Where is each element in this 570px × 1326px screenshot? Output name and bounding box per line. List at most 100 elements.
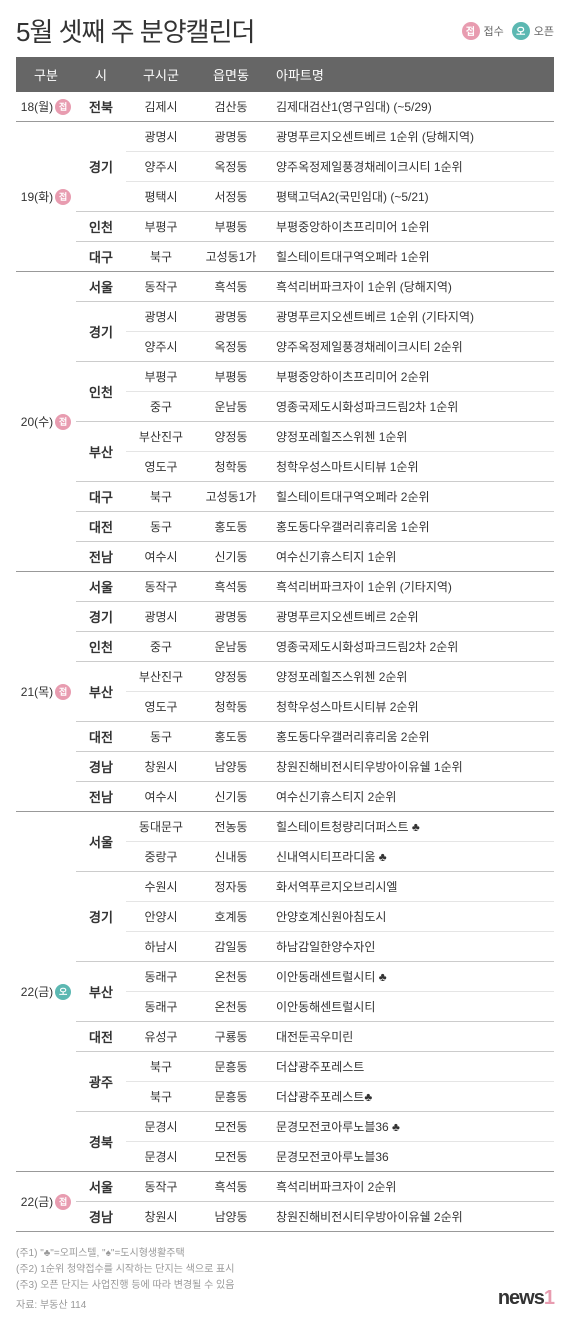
table-row: 문경시모전동문경모전코아루노블36 xyxy=(126,1142,554,1171)
date-group: 22(금)오서울동대문구전농동힐스테이트청량리더퍼스트 ♣중랑구신내동신내역시티… xyxy=(16,812,554,1172)
col-si: 시 xyxy=(76,65,126,84)
si-cell: 전남 xyxy=(76,782,126,811)
dong-cell: 광명동 xyxy=(196,122,266,151)
table-row: 양주시옥정동양주옥정제일풍경채레이크시티 2순위 xyxy=(126,332,554,361)
gu-cell: 중구 xyxy=(126,632,196,661)
apt-cell: 문경모전코아루노블36 xyxy=(266,1142,554,1171)
dong-cell: 검산동 xyxy=(196,92,266,121)
gu-groups: 광명시광명동광명푸르지오센트베르 2순위 xyxy=(126,602,554,631)
gu-cell: 중구 xyxy=(126,392,196,421)
si-cell: 부산 xyxy=(76,962,126,1021)
table-row: 북구고성동1가힐스테이트대구역오페라 2순위 xyxy=(126,482,554,511)
gu-groups: 동작구흑석동흑석리버파크자이 2순위 xyxy=(126,1172,554,1201)
gu-cell: 북구 xyxy=(126,1082,196,1111)
table-row: 부평구부평동부평중앙하이츠프리미어 2순위 xyxy=(126,362,554,392)
table-header: 구분 시 구시군 읍면동 아파트명 xyxy=(16,57,554,92)
gu-cell: 하남시 xyxy=(126,932,196,961)
legend-open: 오 오픈 xyxy=(512,22,554,40)
si-group: 전남여수시신기동여수신기휴스티지 1순위 xyxy=(76,542,554,571)
si-cell: 서울 xyxy=(76,1172,126,1201)
gu-cell: 동작구 xyxy=(126,1172,196,1201)
rows-wrap: 22(금)접서울동작구흑석동흑석리버파크자이 2순위경남창원시남양동창원진해비전… xyxy=(16,1172,554,1231)
si-cell: 대전 xyxy=(76,722,126,751)
dong-cell: 전농동 xyxy=(196,812,266,841)
gu-groups: 북구문흥동더샵광주포레스트북구문흥동더샵광주포레스트♣ xyxy=(126,1052,554,1111)
apt-cell: 부평중앙하이츠프리미어 2순위 xyxy=(266,362,554,391)
si-group: 전북김제시검산동김제대검산1(영구임대) (~5/29) xyxy=(76,92,554,121)
table-row: 동작구흑석동흑석리버파크자이 1순위 (당해지역) xyxy=(126,272,554,301)
gu-cell: 북구 xyxy=(126,242,196,271)
si-cell: 인천 xyxy=(76,632,126,661)
gu-groups: 북구고성동1가힐스테이트대구역오페라 2순위 xyxy=(126,482,554,511)
legend: 접 접수 오 오픈 xyxy=(462,22,555,40)
si-groups: 서울동작구흑석동흑석리버파크자이 2순위경남창원시남양동창원진해비전시티우방아이… xyxy=(76,1172,554,1231)
apt-cell: 여수신기휴스티지 1순위 xyxy=(266,542,554,571)
dong-cell: 청학동 xyxy=(196,692,266,721)
apt-cell: 양정포레힐즈스위첸 2순위 xyxy=(266,662,554,691)
type-badge: 접 xyxy=(55,684,71,700)
gu-groups: 문경시모전동문경모전코아루노블36 ♣문경시모전동문경모전코아루노블36 xyxy=(126,1112,554,1171)
si-group: 경기수원시정자동화서역푸르지오브리시엘안양시호계동안양호계신원아침도시하남시감일… xyxy=(76,872,554,962)
gu-cell: 부산진구 xyxy=(126,662,196,691)
source: 자료: 부동산 114 xyxy=(16,1298,234,1314)
date-cell: 19(화)접 xyxy=(16,122,76,271)
gu-groups: 창원시남양동창원진해비전시티우방아이유쉘 1순위 xyxy=(126,752,554,781)
gu-groups: 여수시신기동여수신기휴스티지 2순위 xyxy=(126,782,554,811)
dong-cell: 고성동1가 xyxy=(196,242,266,271)
si-cell: 부산 xyxy=(76,422,126,481)
si-cell: 서울 xyxy=(76,572,126,601)
gu-cell: 부평구 xyxy=(126,212,196,241)
si-cell: 경남 xyxy=(76,1202,126,1231)
si-group: 경기광명시광명동광명푸르지오센트베르 2순위 xyxy=(76,602,554,632)
gu-cell: 양주시 xyxy=(126,152,196,181)
dong-cell: 온천동 xyxy=(196,992,266,1021)
gu-groups: 동래구온천동이안동래센트럴시티 ♣동래구온천동이안동해센트럴시티 xyxy=(126,962,554,1021)
logo-one: 1 xyxy=(544,1287,554,1309)
date-group: 20(수)접서울동작구흑석동흑석리버파크자이 1순위 (당해지역)경기광명시광명… xyxy=(16,272,554,572)
table-row: 창원시남양동창원진해비전시티우방아이유쉘 1순위 xyxy=(126,752,554,781)
table-row: 동작구흑석동흑석리버파크자이 2순위 xyxy=(126,1172,554,1201)
dong-cell: 흑석동 xyxy=(196,572,266,601)
apt-cell: 신내역시티프라디움 ♣ xyxy=(266,842,554,871)
gu-cell: 양주시 xyxy=(126,332,196,361)
si-group: 대전동구홍도동홍도동다우갤러리휴리움 1순위 xyxy=(76,512,554,542)
col-apt: 아파트명 xyxy=(266,65,554,84)
si-group: 인천중구운남동영종국제도시화성파크드림2차 2순위 xyxy=(76,632,554,662)
si-cell: 인천 xyxy=(76,212,126,241)
table-row: 양주시옥정동양주옥정제일풍경채레이크시티 1순위 xyxy=(126,152,554,182)
gu-groups: 동구홍도동홍도동다우갤러리휴리움 2순위 xyxy=(126,722,554,751)
si-cell: 서울 xyxy=(76,812,126,871)
dong-cell: 신기동 xyxy=(196,542,266,571)
si-cell: 전남 xyxy=(76,542,126,571)
gu-cell: 동대문구 xyxy=(126,812,196,841)
gu-cell: 수원시 xyxy=(126,872,196,901)
apt-cell: 양주옥정제일풍경채레이크시티 2순위 xyxy=(266,332,554,361)
apt-cell: 힐스테이트청량리더퍼스트 ♣ xyxy=(266,812,554,841)
news-logo: news1 xyxy=(498,1282,554,1314)
type-badge: 접 xyxy=(55,99,71,115)
gu-cell: 영도구 xyxy=(126,692,196,721)
date-group: 18(월)접전북김제시검산동김제대검산1(영구임대) (~5/29) xyxy=(16,92,554,122)
date-text: 21(목) xyxy=(21,683,53,700)
gu-cell: 여수시 xyxy=(126,542,196,571)
table-row: 동구홍도동홍도동다우갤러리휴리움 1순위 xyxy=(126,512,554,541)
apt-cell: 영종국제도시화성파크드림2차 1순위 xyxy=(266,392,554,421)
table-row: 북구문흥동더샵광주포레스트♣ xyxy=(126,1082,554,1111)
gu-cell: 광명시 xyxy=(126,602,196,631)
si-group: 대전동구홍도동홍도동다우갤러리휴리움 2순위 xyxy=(76,722,554,752)
dong-cell: 남양동 xyxy=(196,752,266,781)
table-row: 북구문흥동더샵광주포레스트 xyxy=(126,1052,554,1082)
rows-wrap: 21(목)접서울동작구흑석동흑석리버파크자이 1순위 (기타지역)경기광명시광명… xyxy=(16,572,554,811)
si-group: 경기광명시광명동광명푸르지오센트베르 1순위 (당해지역)양주시옥정동양주옥정제… xyxy=(76,122,554,212)
si-cell: 대구 xyxy=(76,242,126,271)
apt-cell: 양정포레힐즈스위첸 1순위 xyxy=(266,422,554,451)
date-group: 22(금)접서울동작구흑석동흑석리버파크자이 2순위경남창원시남양동창원진해비전… xyxy=(16,1172,554,1232)
date-cell: 21(목)접 xyxy=(16,572,76,811)
gu-groups: 중구운남동영종국제도시화성파크드림2차 2순위 xyxy=(126,632,554,661)
gu-cell: 영도구 xyxy=(126,452,196,481)
si-cell: 인천 xyxy=(76,362,126,421)
gu-groups: 김제시검산동김제대검산1(영구임대) (~5/29) xyxy=(126,92,554,121)
apt-cell: 대전둔곡우미린 xyxy=(266,1022,554,1051)
gu-groups: 수원시정자동화서역푸르지오브리시엘안양시호계동안양호계신원아침도시하남시감일동하… xyxy=(126,872,554,961)
gu-groups: 부평구부평동부평중앙하이츠프리미어 1순위 xyxy=(126,212,554,241)
